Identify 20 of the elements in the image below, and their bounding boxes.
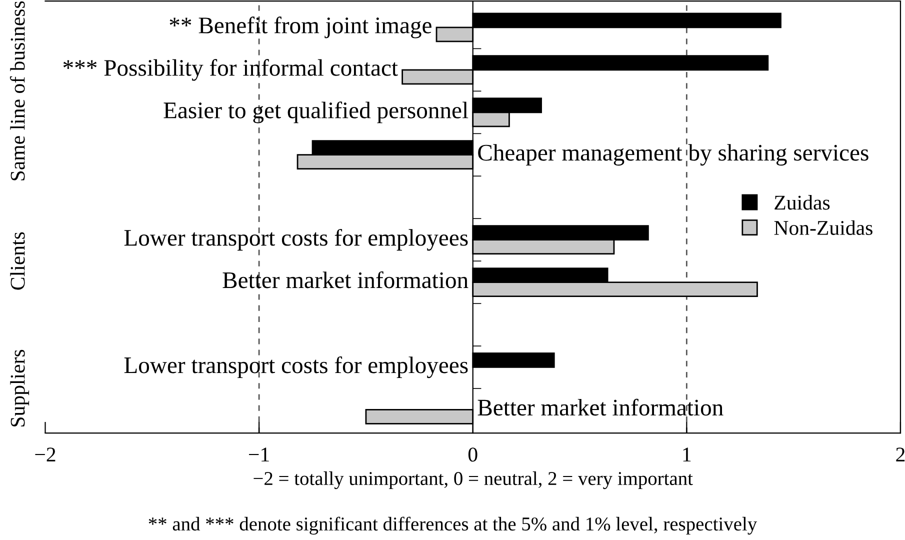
x-tick-label: −2 — [35, 448, 56, 462]
text: Suppliers — [10, 350, 30, 426]
text: Clients — [10, 232, 25, 290]
legend-label: Non-Zuidas — [774, 220, 872, 235]
y-tick-label: Better market information — [222, 271, 468, 288]
y-tick-label: *** Possibility for informal contact — [63, 59, 398, 81]
y-tick-label: Lower transport costs for employees — [124, 356, 468, 378]
x-tick-label: 0 — [468, 448, 478, 462]
x-tick-label: 2 — [896, 448, 905, 462]
y-tick-label: Easier to get qualified personnel — [164, 102, 468, 124]
text: Same line of business — [10, 1, 25, 180]
y-tick-label: Cheaper management by sharing services — [478, 144, 868, 166]
y-tick-label: Lower transport costs for employees — [124, 228, 468, 251]
legend-label: Zuidas — [774, 195, 830, 210]
x-axis-title: −2 = totally unimportant, 0 = neutral, 2 = very important — [254, 471, 693, 490]
text: ** and *** denote significant differences at the 5% and 1% level, respectively — [148, 516, 758, 535]
x-tick-label: −1 — [249, 448, 269, 462]
y-tick-label: Better market information — [478, 398, 724, 416]
y-tick-label: ** Benefit from joint image — [170, 16, 432, 38]
x-tick-label: 1 — [683, 448, 691, 462]
